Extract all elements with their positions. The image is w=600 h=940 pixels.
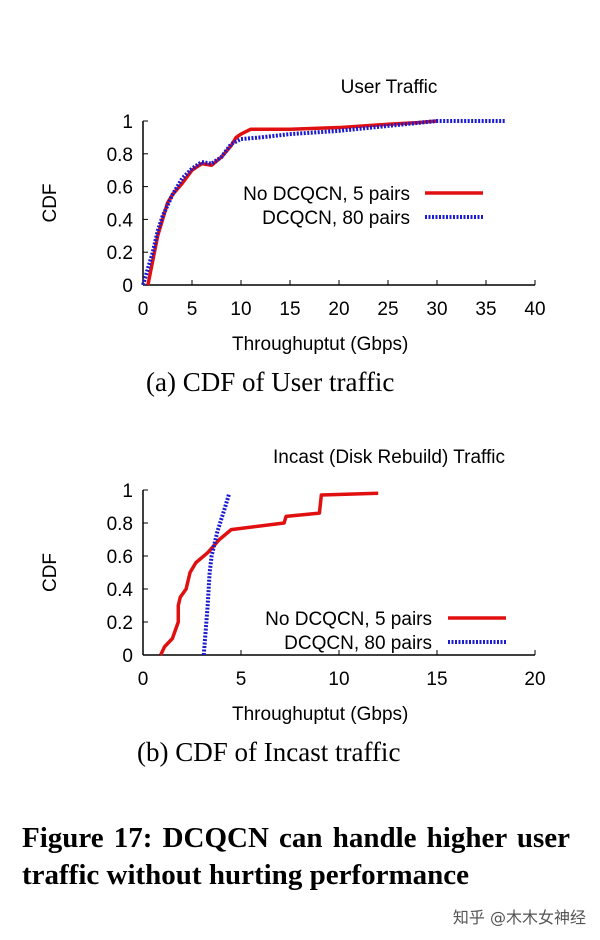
- y-tick-label: 0.8: [107, 145, 133, 166]
- y-tick-label: 0.2: [107, 613, 133, 634]
- x-tick-label: 15: [279, 299, 300, 320]
- x-tick-label: 25: [377, 299, 398, 320]
- y-tick-label: 0.2: [107, 243, 133, 264]
- caption-b: (b) CDF of Incast traffic: [137, 737, 401, 767]
- x-axis-label: Throughuptut (Gbps): [232, 334, 408, 355]
- legend-label: DCQCN, 80 pairs: [262, 208, 410, 229]
- y-tick-label: 0.8: [107, 514, 133, 535]
- x-tick-label: 35: [475, 299, 496, 320]
- y-tick-label: 0.4: [107, 580, 134, 601]
- legend-label: No DCQCN, 5 pairs: [265, 609, 432, 630]
- caption-a: (a) CDF of User traffic: [146, 367, 395, 397]
- x-tick-label: 30: [426, 299, 447, 320]
- legend-label: DCQCN, 80 pairs: [284, 633, 432, 654]
- x-tick-label: 0: [138, 669, 149, 690]
- y-axis-label: CDF: [40, 183, 61, 222]
- series-line-no-dcqcn: [159, 491, 379, 656]
- y-tick-label: 0.4: [107, 210, 134, 231]
- y-tick-label: 0.6: [107, 178, 133, 199]
- series-line-dcqcn: [141, 119, 506, 286]
- x-tick-label: 5: [187, 299, 198, 320]
- x-tick-label: 20: [328, 299, 349, 320]
- chart-title: User Traffic: [341, 77, 438, 98]
- y-tick-label: 0.6: [107, 547, 133, 568]
- chart-title: Incast (Disk Rebuild) Traffic: [273, 447, 505, 468]
- watermark: 知乎 @木木女神经: [452, 908, 586, 927]
- y-tick-label: 1: [122, 481, 133, 502]
- x-tick-label: 0: [138, 299, 149, 320]
- x-tick-label: 20: [524, 669, 545, 690]
- legend-label: No DCQCN, 5 pairs: [243, 184, 410, 205]
- series-line-dcqcn: [201, 492, 232, 656]
- x-tick-label: 5: [236, 669, 247, 690]
- y-axis-label: CDF: [40, 553, 61, 592]
- x-tick-label: 40: [524, 299, 545, 320]
- x-tick-label: 15: [426, 669, 447, 690]
- y-tick-label: 0: [122, 276, 133, 297]
- x-tick-label: 10: [230, 299, 251, 320]
- x-tick-label: 10: [328, 669, 349, 690]
- x-axis-label: Throughuptut (Gbps): [232, 704, 408, 725]
- figure-caption: Figure 17: DCQCN can handle higher user …: [22, 822, 570, 891]
- y-tick-label: 1: [122, 112, 133, 133]
- y-tick-label: 0: [122, 646, 133, 667]
